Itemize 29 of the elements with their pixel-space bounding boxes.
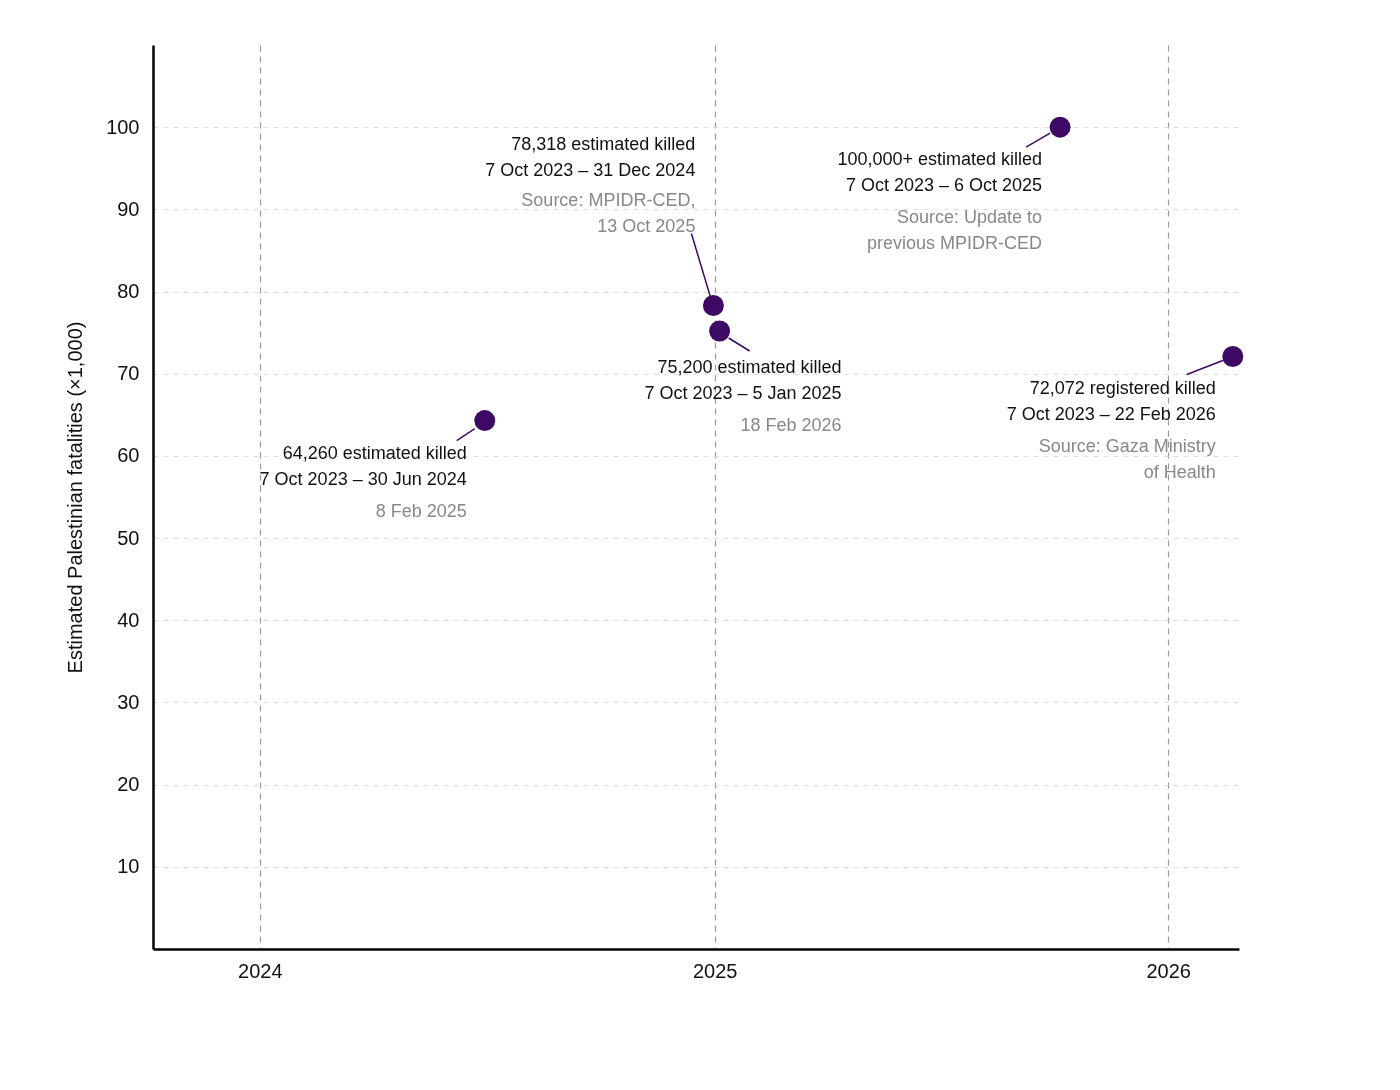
annotation: 72,072 registered killed 7 Oct 2023 – 22 Feb 2026 — [1006, 378, 1216, 425]
annotation: 75,200 estimated killed 7 Oct 2023 – 5 Jan 2025 — [644, 356, 842, 403]
y-tick-label: 100 — [106, 115, 140, 138]
annotation: Source: Gaza Ministry of Health — [1038, 436, 1216, 483]
annotation: Source: MPIDR-CED, 13 Oct 2025 — [521, 189, 696, 236]
x-tick-label: 2025 — [692, 959, 738, 982]
annotation: 64,260 estimated killed 7 Oct 2023 – 30 Jun 2024 — [259, 442, 467, 489]
point — [1222, 346, 1244, 367]
annotation: 78,318 estimated killed 7 Oct 2023 – 31 Dec 2024 — [485, 133, 696, 180]
y-tick-label: 20 — [117, 773, 140, 796]
y-tick-label: 40 — [117, 608, 140, 631]
annotation: 18 Feb 2026 — [740, 414, 842, 435]
point — [709, 320, 731, 342]
y-tick-label: 70 — [117, 362, 140, 385]
y-tick-label: 80 — [117, 280, 140, 303]
y-axis-title: Estimated Palestinian fatalities (×1,000) — [64, 321, 87, 674]
point — [702, 295, 724, 316]
annotation: 8 Feb 2025 — [375, 500, 467, 521]
y-tick-label: 60 — [117, 444, 140, 467]
x-tick-label: 2026 — [1146, 959, 1191, 982]
y-tick-label: 30 — [117, 690, 140, 713]
y-tick-label: 90 — [117, 197, 140, 220]
y-tick-label: 50 — [117, 526, 140, 549]
annotation: Source: Update to previous MPIDR-CED — [867, 207, 1043, 254]
y-tick-label: 10 — [117, 855, 140, 878]
point — [474, 410, 496, 432]
annotation: 100,000+ estimated killed 7 Oct 2023 – 6 Oct 2025 — [837, 149, 1043, 196]
point — [1049, 116, 1071, 138]
x-tick-label: 2024 — [238, 959, 283, 982]
